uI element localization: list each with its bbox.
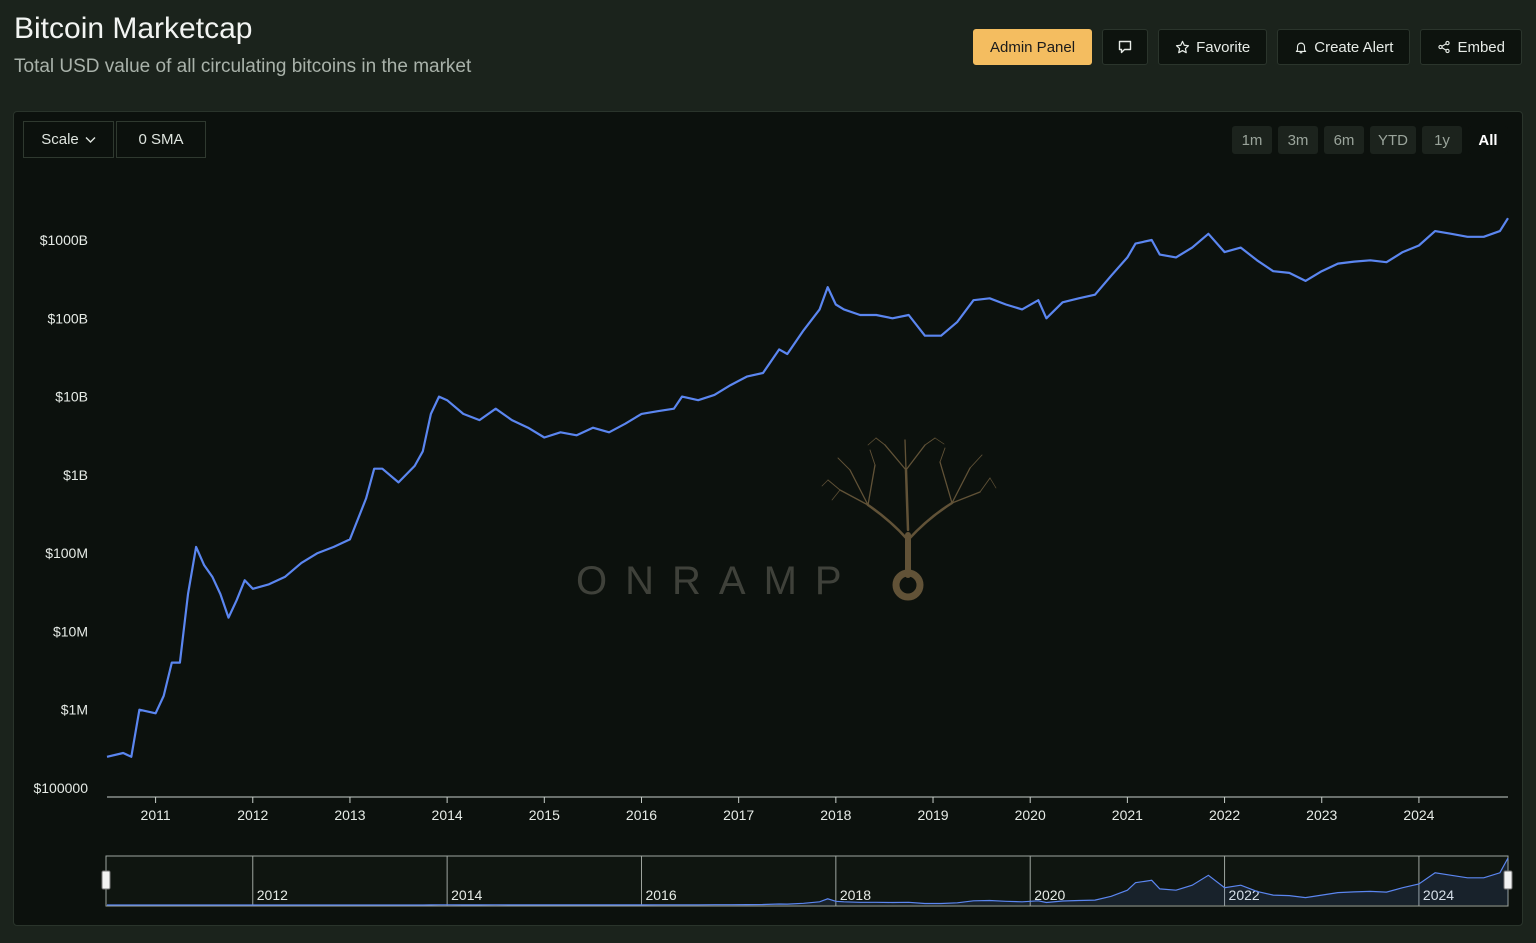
navigator-tick-label: 2024 — [1423, 887, 1454, 903]
x-tick-label: 2017 — [723, 807, 754, 823]
comment-button[interactable] — [1102, 29, 1149, 65]
series-line-marketcap — [106, 217, 1509, 758]
x-tick-label: 2019 — [917, 807, 948, 823]
comment-icon — [1118, 40, 1132, 54]
range-ytd-button[interactable]: YTD — [1370, 126, 1416, 154]
embed-label: Embed — [1457, 38, 1505, 56]
y-tick-label: $10M — [53, 623, 88, 639]
x-tick-label: 2021 — [1112, 807, 1143, 823]
navigator-area — [107, 858, 1508, 905]
x-axis: 2011 2012 2013 2014 2015 2016 2017 2018 2019 2020… — [141, 797, 1435, 823]
y-tick-label: $1M — [61, 702, 88, 718]
watermark-text: ONRAMP — [576, 559, 860, 603]
navigator-line — [107, 857, 1509, 906]
sma-label: 0 SMA — [138, 131, 184, 148]
x-tick-label: 2016 — [626, 807, 657, 823]
x-tick-label: 2024 — [1403, 807, 1434, 823]
navigator-tick-label: 2012 — [257, 887, 288, 903]
embed-button[interactable]: Embed — [1420, 29, 1522, 65]
x-tick-label: 2023 — [1306, 807, 1337, 823]
toolbar: Admin Panel Favorite Create Alert Embed — [973, 29, 1522, 65]
navigator-ticks: 2012 2014 2016 2018 2020 2022 2024 — [252, 856, 1454, 906]
scale-dropdown[interactable]: Scale — [23, 121, 114, 158]
navigator-tick-label: 2018 — [840, 887, 871, 903]
range-all-button[interactable]: All — [1468, 126, 1508, 154]
tree-icon — [821, 437, 997, 578]
x-tick-label: 2018 — [820, 807, 851, 823]
y-tick-label: $100B — [48, 310, 88, 326]
navigator-tick-label: 2014 — [451, 887, 482, 903]
y-tick-label: $1000B — [40, 232, 88, 248]
chart-panel — [13, 111, 1523, 926]
favorite-button[interactable]: Favorite — [1158, 29, 1268, 65]
page-title: Bitcoin Marketcap — [14, 12, 253, 45]
range-3m-button[interactable]: 3m — [1278, 126, 1318, 154]
x-tick-label: 2013 — [334, 807, 365, 823]
navigator-tick-label: 2022 — [1229, 887, 1260, 903]
x-tick-label: 2012 — [237, 807, 268, 823]
sma-selector[interactable]: 0 SMA — [116, 121, 206, 158]
navigator-left-handle[interactable] — [101, 870, 111, 890]
page-subtitle: Total USD value of all circulating bitco… — [14, 56, 472, 77]
onramp-logo: ONRAMP — [576, 437, 997, 603]
x-tick-label: 2014 — [432, 807, 463, 823]
y-tick-label: $100M — [45, 545, 88, 561]
admin-panel-button[interactable]: Admin Panel — [973, 29, 1093, 65]
create-alert-button[interactable]: Create Alert — [1277, 29, 1411, 65]
scale-label: Scale — [41, 131, 79, 148]
favorite-label: Favorite — [1196, 38, 1251, 56]
logo-ring — [892, 569, 924, 601]
y-tick-label: $1B — [63, 467, 88, 483]
navigator-frame — [105, 855, 1509, 907]
y-tick-label: $100000 — [33, 780, 88, 796]
create-alert-label: Create Alert — [1314, 38, 1394, 56]
y-axis: $100000 $1M $10M $100M $1B $10B $100B $1000B — [33, 232, 88, 796]
share-icon — [1438, 40, 1451, 54]
range-1m-button[interactable]: 1m — [1232, 126, 1272, 154]
x-tick-label: 2022 — [1209, 807, 1240, 823]
navigator-tick-label: 2016 — [645, 887, 676, 903]
range-selector: 1m 3m 6m YTD 1y All — [1232, 126, 1508, 154]
y-tick-label: $10B — [55, 389, 88, 405]
chevron-down-icon — [85, 136, 96, 143]
x-tick-label: 2015 — [529, 807, 560, 823]
bell-icon — [1296, 42, 1307, 53]
range-1y-button[interactable]: 1y — [1422, 126, 1462, 154]
star-icon — [1175, 40, 1190, 53]
navigator-tick-label: 2020 — [1034, 887, 1065, 903]
x-tick-label: 2020 — [1015, 807, 1046, 823]
range-navigator[interactable]: 2012 2014 2016 2018 2020 2022 2024 — [101, 855, 1513, 907]
navigator-right-handle[interactable] — [1503, 870, 1513, 890]
x-tick-label: 2011 — [141, 807, 171, 823]
range-6m-button[interactable]: 6m — [1324, 126, 1364, 154]
